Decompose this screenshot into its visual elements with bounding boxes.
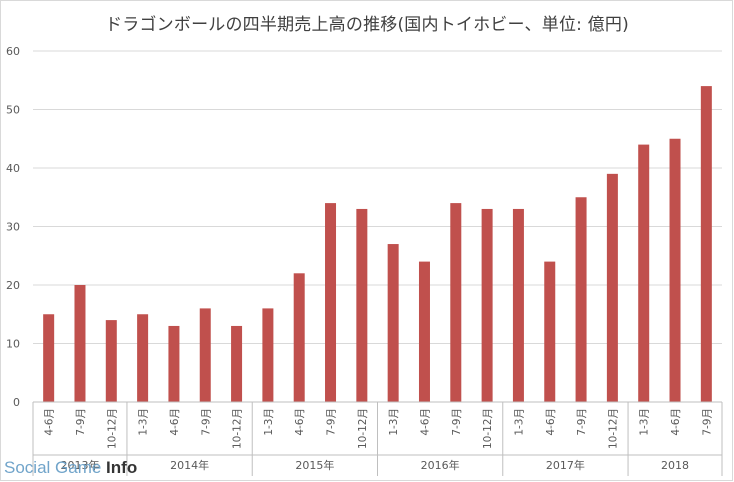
bar [43,314,55,402]
bar [105,320,117,402]
x-tick-label: 4-6月 [670,408,682,436]
y-tick-label: 20 [6,279,20,292]
year-group-label: 2016年 [421,458,460,472]
x-tick-label: 4-6月 [419,408,431,436]
x-tick-label: 1-3月 [639,408,651,436]
bar [387,244,399,402]
bar [512,208,524,402]
bar [700,86,712,402]
x-tick-label: 1-3月 [138,408,150,436]
bar [356,208,368,402]
chart-title: ドラゴンボールの四半期売上高の推移(国内トイホビー、単位: 億円) [105,15,629,35]
watermark-prefix: Social Game [4,458,107,477]
bar [74,285,86,402]
x-tick-label: 4-6月 [294,408,306,436]
bar [575,197,587,402]
x-tick-label: 10-12月 [357,408,369,449]
bar [137,314,149,402]
year-group-label: 2014年 [170,458,209,472]
bar [168,325,180,402]
y-tick-label: 0 [13,396,20,409]
y-tick-label: 30 [6,221,20,234]
bar [325,203,337,402]
bar [199,308,211,402]
y-tick-label: 60 [6,45,20,58]
bar [231,325,243,402]
bar [544,261,556,402]
x-tick-label: 10-12月 [607,408,619,449]
x-tick-label: 1-3月 [263,408,275,436]
bar [638,144,650,402]
x-tick-label: 4-6月 [44,408,56,436]
bar [481,208,493,402]
y-tick-label: 40 [6,162,20,175]
x-tick-label: 10-12月 [232,408,244,449]
bar [262,308,274,402]
year-group-label: 2015年 [295,458,334,472]
year-group-label: 2018 [661,459,689,472]
y-tick-label: 10 [6,338,20,351]
x-tick-label: 4-6月 [169,408,181,436]
x-tick-label: 1-3月 [388,408,400,436]
x-tick-label: 4-6月 [545,408,557,436]
x-tick-label: 7-9月 [75,408,87,436]
x-tick-label: 10-12月 [482,408,494,449]
year-group-label: 2017年 [546,458,585,472]
y-tick-label: 50 [6,104,20,117]
watermark-strong: Info [106,458,138,477]
bar [450,203,462,402]
x-tick-label: 1-3月 [513,408,525,436]
x-tick-label: 7-9月 [451,408,463,436]
bar [669,138,681,402]
x-tick-label: 7-9月 [200,408,212,436]
bar [606,173,618,402]
x-tick-label: 7-9月 [576,408,588,436]
x-tick-label: 7-9月 [326,408,338,436]
year-group-label: 2013年 [60,458,99,472]
bar [418,261,430,402]
watermark-logo: Social Game Info [4,458,137,478]
x-tick-label: 10-12月 [106,408,118,449]
bar [293,273,305,402]
x-tick-label: 7-9月 [701,408,713,436]
